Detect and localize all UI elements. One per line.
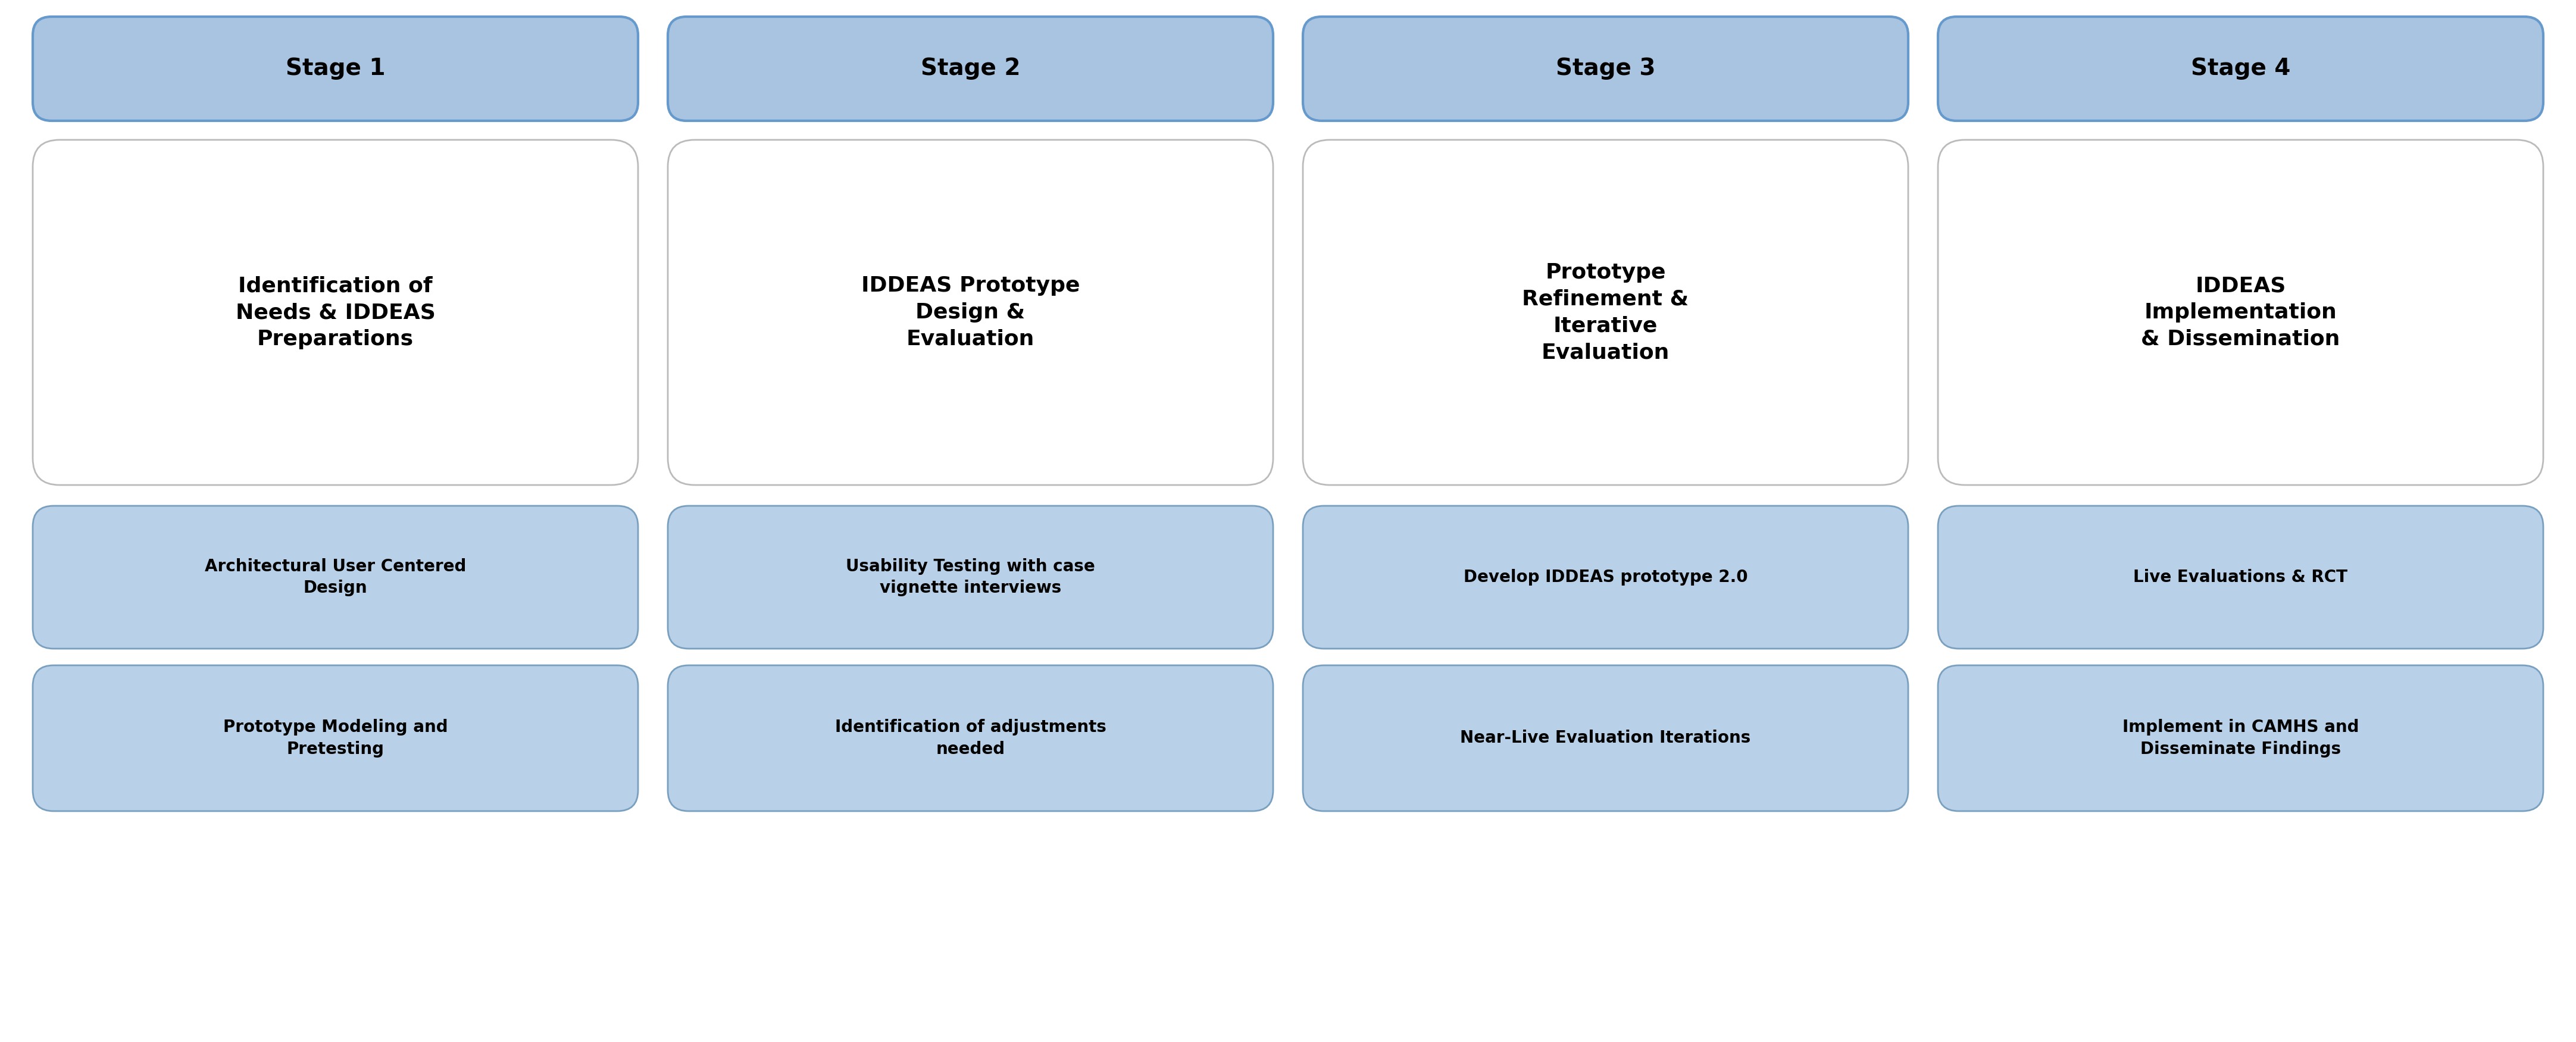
FancyBboxPatch shape	[667, 505, 1273, 649]
FancyBboxPatch shape	[1937, 17, 2543, 121]
Text: Prototype
Refinement &
Iterative
Evaluation: Prototype Refinement & Iterative Evaluat…	[1522, 263, 1690, 363]
Text: Identification of adjustments
needed: Identification of adjustments needed	[835, 719, 1105, 758]
FancyBboxPatch shape	[667, 140, 1273, 485]
FancyBboxPatch shape	[1937, 505, 2543, 649]
Text: Implement in CAMHS and
Disseminate Findings: Implement in CAMHS and Disseminate Findi…	[2123, 719, 2360, 758]
Text: Identification of
Needs & IDDEAS
Preparations: Identification of Needs & IDDEAS Prepara…	[234, 276, 435, 349]
FancyBboxPatch shape	[33, 505, 639, 649]
Text: Develop IDDEAS prototype 2.0: Develop IDDEAS prototype 2.0	[1463, 569, 1747, 586]
FancyBboxPatch shape	[1303, 505, 1909, 649]
FancyBboxPatch shape	[33, 665, 639, 811]
FancyBboxPatch shape	[667, 17, 1273, 121]
Text: IDDEAS
Implementation
& Dissemination: IDDEAS Implementation & Dissemination	[2141, 276, 2339, 349]
FancyBboxPatch shape	[1937, 665, 2543, 811]
Text: Prototype Modeling and
Pretesting: Prototype Modeling and Pretesting	[224, 719, 448, 758]
FancyBboxPatch shape	[33, 140, 639, 485]
Text: Stage 1: Stage 1	[286, 57, 386, 80]
Text: Stage 3: Stage 3	[1556, 57, 1656, 80]
Text: Architectural User Centered
Design: Architectural User Centered Design	[204, 557, 466, 596]
FancyBboxPatch shape	[1303, 665, 1909, 811]
FancyBboxPatch shape	[33, 17, 639, 121]
Text: Live Evaluations & RCT: Live Evaluations & RCT	[2133, 569, 2347, 586]
Text: Near-Live Evaluation Iterations: Near-Live Evaluation Iterations	[1461, 729, 1752, 746]
Text: IDDEAS Prototype
Design &
Evaluation: IDDEAS Prototype Design & Evaluation	[860, 276, 1079, 349]
FancyBboxPatch shape	[1303, 140, 1909, 485]
FancyBboxPatch shape	[667, 665, 1273, 811]
FancyBboxPatch shape	[1937, 140, 2543, 485]
Text: Stage 4: Stage 4	[2190, 57, 2290, 80]
Text: Usability Testing with case
vignette interviews: Usability Testing with case vignette int…	[845, 557, 1095, 596]
FancyBboxPatch shape	[1303, 17, 1909, 121]
Text: Stage 2: Stage 2	[920, 57, 1020, 80]
